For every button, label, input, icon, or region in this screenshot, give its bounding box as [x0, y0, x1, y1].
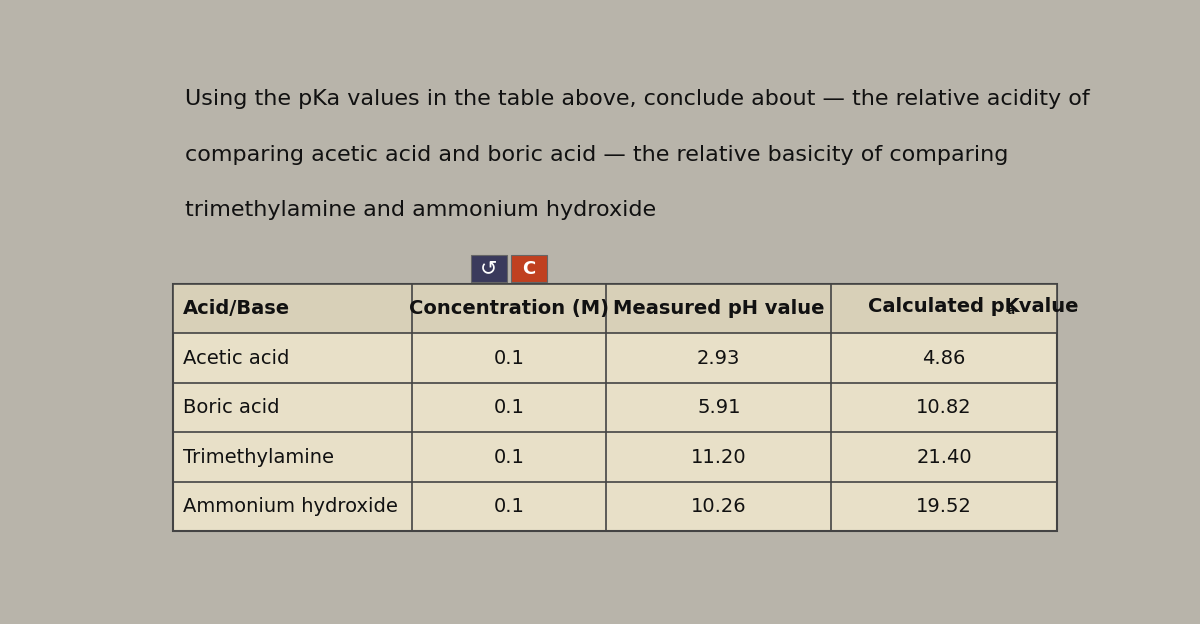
Bar — [173, 284, 1057, 532]
Text: 5.91: 5.91 — [697, 398, 740, 417]
Bar — [173, 284, 1057, 333]
Text: 19.52: 19.52 — [916, 497, 972, 516]
Text: Acid/Base: Acid/Base — [182, 299, 289, 318]
Text: Measured pH value: Measured pH value — [613, 299, 824, 318]
Text: value: value — [1012, 297, 1079, 316]
Text: 0.1: 0.1 — [493, 447, 524, 467]
FancyBboxPatch shape — [511, 255, 547, 283]
Text: 0.1: 0.1 — [493, 497, 524, 516]
FancyBboxPatch shape — [472, 255, 506, 283]
Text: C: C — [522, 260, 535, 278]
Text: Ammonium hydroxide: Ammonium hydroxide — [182, 497, 397, 516]
Text: 10.26: 10.26 — [691, 497, 746, 516]
Text: 2.93: 2.93 — [697, 349, 740, 368]
Text: 4.86: 4.86 — [923, 349, 966, 368]
Text: Trimethylamine: Trimethylamine — [182, 447, 334, 467]
Text: Concentration (M): Concentration (M) — [409, 299, 608, 318]
Text: ↺: ↺ — [480, 258, 498, 278]
Text: 10.82: 10.82 — [917, 398, 972, 417]
Text: Using the pKa values in the table above, conclude about — the relative acidity o: Using the pKa values in the table above,… — [185, 89, 1090, 109]
Text: 0.1: 0.1 — [493, 398, 524, 417]
Text: 0.1: 0.1 — [493, 349, 524, 368]
Text: Calculated pK: Calculated pK — [869, 297, 1020, 316]
Text: 21.40: 21.40 — [917, 447, 972, 467]
Text: 11.20: 11.20 — [691, 447, 746, 467]
Text: comparing acetic acid and boric acid — the relative basicity of comparing: comparing acetic acid and boric acid — t… — [185, 145, 1009, 165]
Text: Acetic acid: Acetic acid — [182, 349, 289, 368]
Text: Boric acid: Boric acid — [182, 398, 280, 417]
Text: trimethylamine and ammonium hydroxide: trimethylamine and ammonium hydroxide — [185, 200, 656, 220]
Text: ₐ: ₐ — [1007, 300, 1015, 318]
